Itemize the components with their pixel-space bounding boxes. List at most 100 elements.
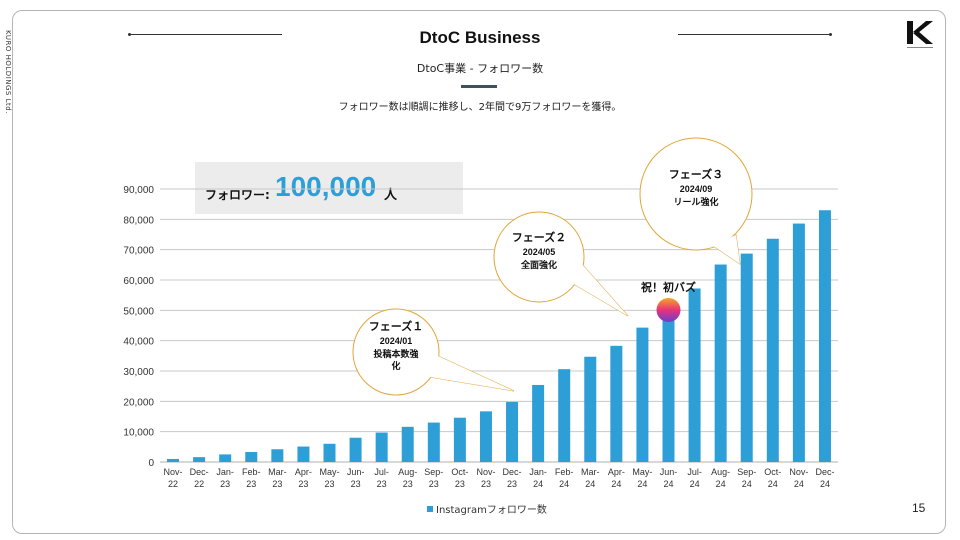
x-tick-label: Feb- <box>242 467 261 477</box>
y-tick-label: 90,000 <box>123 185 154 196</box>
x-tick-label: Feb- <box>555 467 574 477</box>
bar <box>427 422 440 462</box>
x-tick-label: Dec- <box>190 467 209 477</box>
subtitle-underline <box>461 85 497 88</box>
x-tick-label: Aug- <box>398 467 417 477</box>
x-tick-label-year: 23 <box>272 479 282 489</box>
follower-highlight-unit: 人 <box>384 188 398 203</box>
follower-highlight-value: 100,000 <box>275 171 377 202</box>
bar <box>714 264 727 462</box>
x-tick-label: Jun- <box>660 467 678 477</box>
bar <box>662 310 675 462</box>
x-tick-label-year: 23 <box>507 479 517 489</box>
x-tick-label-year: 24 <box>820 479 830 489</box>
bar <box>506 401 519 462</box>
slide-frame <box>12 10 946 534</box>
bar <box>610 345 623 462</box>
y-tick-label: 10,000 <box>123 428 154 439</box>
follower-highlight-box: フォロワー: 100,000 人 <box>195 162 463 214</box>
x-tick-label: Sep- <box>737 467 756 477</box>
bubble-tail-mask <box>712 235 740 264</box>
x-tick-label-year: 24 <box>559 479 569 489</box>
bar <box>792 223 805 462</box>
bar <box>688 288 701 462</box>
y-tick-label: 50,000 <box>123 306 154 317</box>
bubble-title: フェーズ３ <box>669 167 723 181</box>
x-tick-label-year: 23 <box>220 479 230 489</box>
y-tick-label: 60,000 <box>123 276 154 287</box>
legend-swatch <box>427 505 433 512</box>
y-tick-label: 20,000 <box>123 397 154 408</box>
x-tick-label-year: 24 <box>585 479 595 489</box>
bar <box>818 210 831 462</box>
x-tick-label: May- <box>320 467 340 477</box>
bubble-tail-mask <box>424 356 514 391</box>
x-tick-label-year: 24 <box>533 479 543 489</box>
bar <box>636 327 649 462</box>
x-tick-label: Mar- <box>581 467 600 477</box>
title-rule-left <box>128 33 282 36</box>
x-tick-label-year: 22 <box>168 479 178 489</box>
bar <box>532 384 545 462</box>
page-title: DtoC Business <box>419 28 541 47</box>
x-tick-label: Apr- <box>608 467 625 477</box>
bubble-tail-mask <box>567 262 628 316</box>
x-tick-label: Jan- <box>529 467 547 477</box>
x-tick-label-year: 23 <box>377 479 387 489</box>
bar <box>219 454 232 462</box>
x-tick-label: Jan- <box>216 467 234 477</box>
x-tick-label-year: 23 <box>481 479 491 489</box>
bubble-text-2: 化 <box>391 360 400 372</box>
bar <box>297 446 310 462</box>
x-tick-label-year: 24 <box>742 479 752 489</box>
x-tick-label-year: 23 <box>351 479 361 489</box>
x-tick-label-year: 23 <box>246 479 256 489</box>
x-tick-label: Mar- <box>268 467 287 477</box>
x-tick-label-year: 23 <box>298 479 308 489</box>
x-tick-label: Nov- <box>789 467 808 477</box>
y-tick-label: 40,000 <box>123 337 154 348</box>
bubble-title: フェーズ２ <box>512 230 566 244</box>
x-tick-label: Jul- <box>687 467 702 477</box>
bar <box>323 443 336 462</box>
x-tick-label: Sep- <box>424 467 443 477</box>
x-tick-label: Apr- <box>295 467 312 477</box>
y-tick-label: 70,000 <box>123 246 154 257</box>
x-tick-label-year: 24 <box>611 479 621 489</box>
y-tick-label: 0 <box>148 458 154 469</box>
company-side-text: KURO HOLDINGS Ltd. <box>4 30 12 114</box>
page-number: 15 <box>912 501 926 515</box>
x-tick-label: Oct- <box>764 467 781 477</box>
title-rule-right <box>678 33 832 36</box>
x-tick-label: Oct- <box>451 467 468 477</box>
x-tick-label-year: 24 <box>690 479 700 489</box>
bar <box>167 458 180 462</box>
x-tick-label: Jul- <box>374 467 389 477</box>
x-tick-label-year: 24 <box>637 479 647 489</box>
lead-text: フォロワー数は順調に推移し、2年間で9万フォロワーを獲得。 <box>338 102 622 113</box>
x-tick-label: Nov- <box>164 467 183 477</box>
x-tick-label: Dec- <box>503 467 522 477</box>
bar <box>375 432 388 462</box>
bar <box>740 253 753 462</box>
bar <box>193 457 206 462</box>
bubble-text: 投稿本数強 <box>373 348 418 360</box>
page-subtitle: DtoC事業 - フォロワー数 <box>416 62 544 75</box>
x-tick-label-year: 24 <box>768 479 778 489</box>
x-tick-label-year: 24 <box>716 479 726 489</box>
speech-bubble <box>493 211 585 303</box>
bar <box>271 449 284 462</box>
x-tick-label-year: 24 <box>663 479 673 489</box>
x-tick-label-year: 22 <box>194 479 204 489</box>
bar <box>245 451 258 462</box>
x-tick-label: Aug- <box>711 467 730 477</box>
bar <box>766 238 779 462</box>
bar <box>584 356 597 462</box>
bubble-title: フェーズ１ <box>369 319 423 333</box>
bar <box>558 369 571 462</box>
bubble-text: 全面強化 <box>520 259 557 271</box>
x-tick-label-year: 23 <box>324 479 334 489</box>
y-tick-label: 30,000 <box>123 367 154 378</box>
bubble-date: 2024/01 <box>380 336 413 346</box>
